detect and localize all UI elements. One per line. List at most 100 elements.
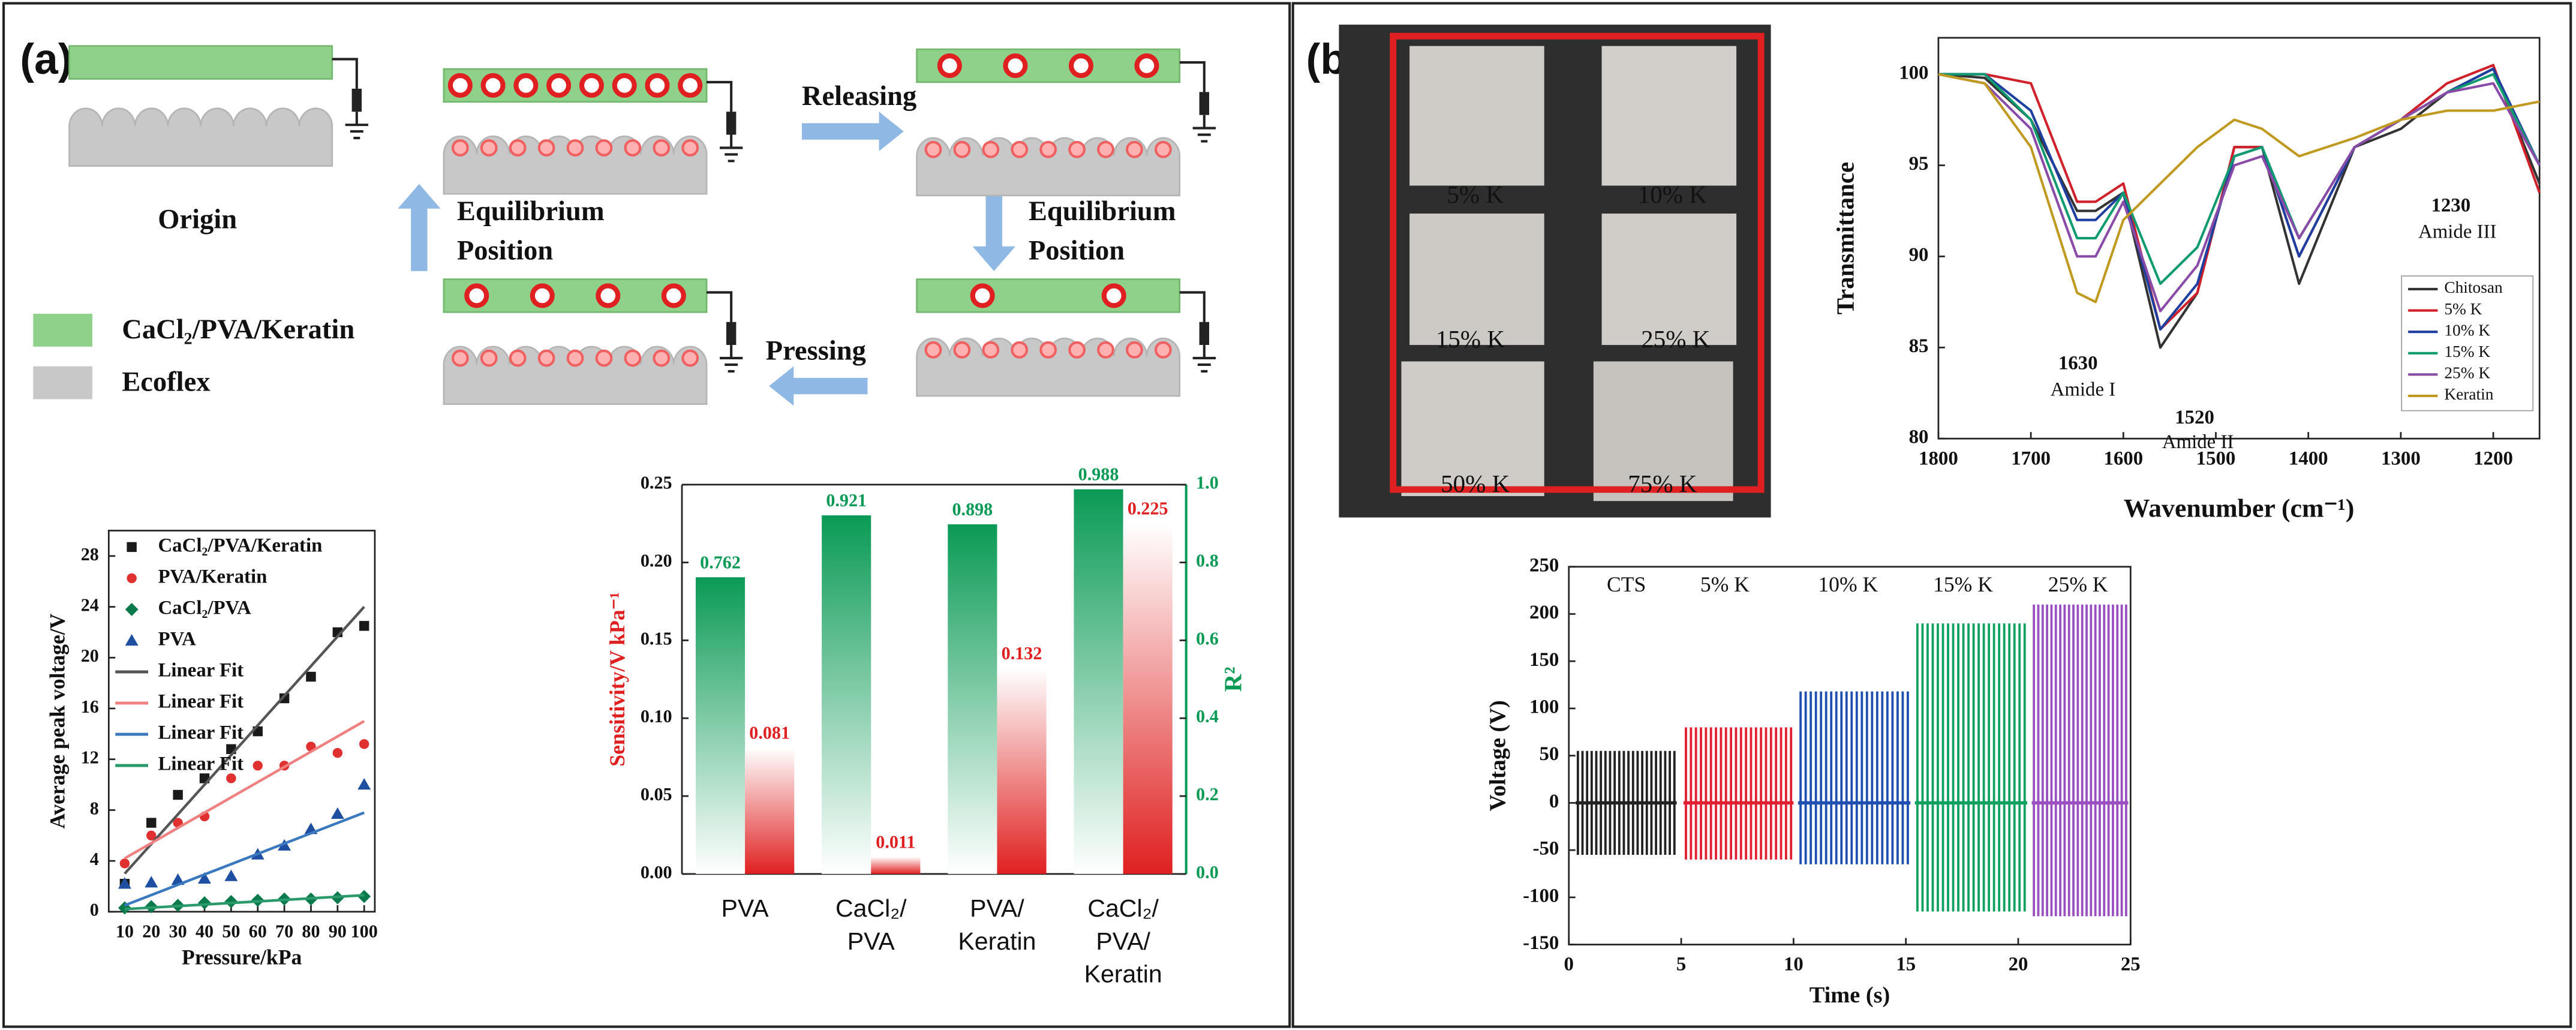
x-axis-title: Time (s) xyxy=(1809,983,1890,1008)
plot-frame xyxy=(1937,37,2541,440)
x-tick-label: 15 xyxy=(1896,954,1916,975)
data-point xyxy=(224,894,238,908)
ground xyxy=(345,112,368,140)
y-tick-label: 4 xyxy=(90,849,99,869)
x-tick-label: 0 xyxy=(1564,954,1574,975)
data-point xyxy=(146,830,157,840)
y2-axis-title: R² xyxy=(1219,666,1246,692)
photo-label: 10% K xyxy=(1638,181,1708,208)
legend-label: PVA xyxy=(158,629,196,650)
negative-charge xyxy=(566,349,584,367)
negative-charge xyxy=(653,349,671,367)
legend-marker xyxy=(125,603,139,616)
data-point xyxy=(146,818,157,828)
x-tick-label: 90 xyxy=(329,921,347,941)
y-axis-title: Average peak voltage/V xyxy=(45,613,69,828)
value-label: 0.011 xyxy=(876,831,915,852)
negative-charge xyxy=(1039,341,1057,359)
ground xyxy=(1192,345,1216,373)
x-tick-label: 1500 xyxy=(2196,448,2236,469)
negative-charge xyxy=(1011,341,1029,359)
negative-charge xyxy=(509,349,527,367)
fit-line xyxy=(124,606,365,875)
positive-charge xyxy=(513,73,539,98)
x-tick-label: 30 xyxy=(169,921,187,941)
negative-charge xyxy=(480,139,498,157)
y-tick-label: 0.25 xyxy=(641,473,672,493)
arrow xyxy=(769,366,868,406)
ground xyxy=(720,345,743,373)
negative-charge xyxy=(1155,341,1172,359)
value-label: 0.988 xyxy=(1078,464,1119,485)
y-tick-label: 0 xyxy=(90,900,99,920)
data-point xyxy=(253,761,263,771)
annotation: 1630 xyxy=(2058,352,2098,374)
data-point xyxy=(145,876,158,888)
legend-swatch xyxy=(33,314,92,347)
state-label: Pressing xyxy=(766,335,866,366)
series-label: CTS xyxy=(1607,572,1646,596)
negative-charge xyxy=(1068,341,1086,359)
positive-charge xyxy=(661,283,686,308)
negative-charge xyxy=(1011,140,1029,158)
negative-charge xyxy=(624,349,642,367)
film-sample xyxy=(1401,361,1544,497)
y-tick-label: 90 xyxy=(1909,244,1929,266)
value-label: 0.132 xyxy=(1002,643,1042,663)
x-tick-label: 1700 xyxy=(2011,448,2051,469)
arrow xyxy=(801,112,904,151)
negative-charge xyxy=(566,139,584,157)
x-tick-label: 1300 xyxy=(2381,448,2421,469)
legend-label: CaCl₂/PVA xyxy=(158,597,251,619)
state-label: Origin xyxy=(158,204,237,235)
legend-marker xyxy=(127,573,137,584)
y-tick-label: 24 xyxy=(81,594,99,615)
series-label: 15% K xyxy=(1933,572,1993,596)
legend-label: PVA/Keratin xyxy=(158,566,267,587)
data-point xyxy=(226,773,236,783)
wire xyxy=(1179,61,1206,92)
y-tick-label: 80 xyxy=(1909,427,1929,448)
y2-tick-label: 0.4 xyxy=(1196,706,1219,726)
x-tick-label: 10 xyxy=(1784,954,1803,975)
y-tick-label: -100 xyxy=(1523,885,1559,906)
legend-marker xyxy=(125,634,139,646)
y-tick-label: 100 xyxy=(1899,62,1928,83)
bar xyxy=(1074,489,1123,874)
annotation: 1230 xyxy=(2431,195,2470,217)
y-tick-label: 85 xyxy=(1909,335,1929,357)
negative-charge xyxy=(451,349,469,367)
x-tick-label: 1800 xyxy=(1919,448,1958,469)
positive-charge xyxy=(678,73,703,98)
film-sample xyxy=(1409,213,1544,346)
positive-charge xyxy=(1068,53,1093,79)
legend-label: 25% K xyxy=(2444,364,2490,382)
annotation: Amide III xyxy=(2418,221,2496,242)
negative-charge xyxy=(953,140,971,158)
y-tick-label: -50 xyxy=(1533,838,1559,860)
plot-frame xyxy=(107,530,376,913)
legend-label: Linear Fit xyxy=(158,691,244,713)
legend-frame xyxy=(2401,275,2534,412)
x-axis-title: Wavenumber (cm⁻¹) xyxy=(2124,494,2355,523)
bar xyxy=(745,747,795,874)
data-point xyxy=(359,739,369,749)
negative-charge xyxy=(924,341,942,359)
series-label: 10% K xyxy=(1818,572,1878,596)
positive-charge xyxy=(1003,53,1028,79)
x-tick-label: PVA xyxy=(722,894,770,922)
x-tick-label: 20 xyxy=(142,921,160,941)
y-tick-label: 0.00 xyxy=(641,862,672,882)
wire xyxy=(1179,291,1206,322)
negative-charge xyxy=(480,349,498,367)
y-tick-label: -150 xyxy=(1523,932,1559,954)
negative-charge xyxy=(982,341,1000,359)
y-tick-label: 50 xyxy=(1539,743,1559,765)
photo-label: 50% K xyxy=(1441,470,1510,497)
y-tick-label: 28 xyxy=(81,544,99,564)
x-tick-label: 60 xyxy=(249,921,267,941)
value-label: 0.225 xyxy=(1128,499,1168,519)
arrow xyxy=(398,184,441,271)
legend-swatch xyxy=(33,366,92,400)
x-tick-label: 70 xyxy=(275,921,293,941)
